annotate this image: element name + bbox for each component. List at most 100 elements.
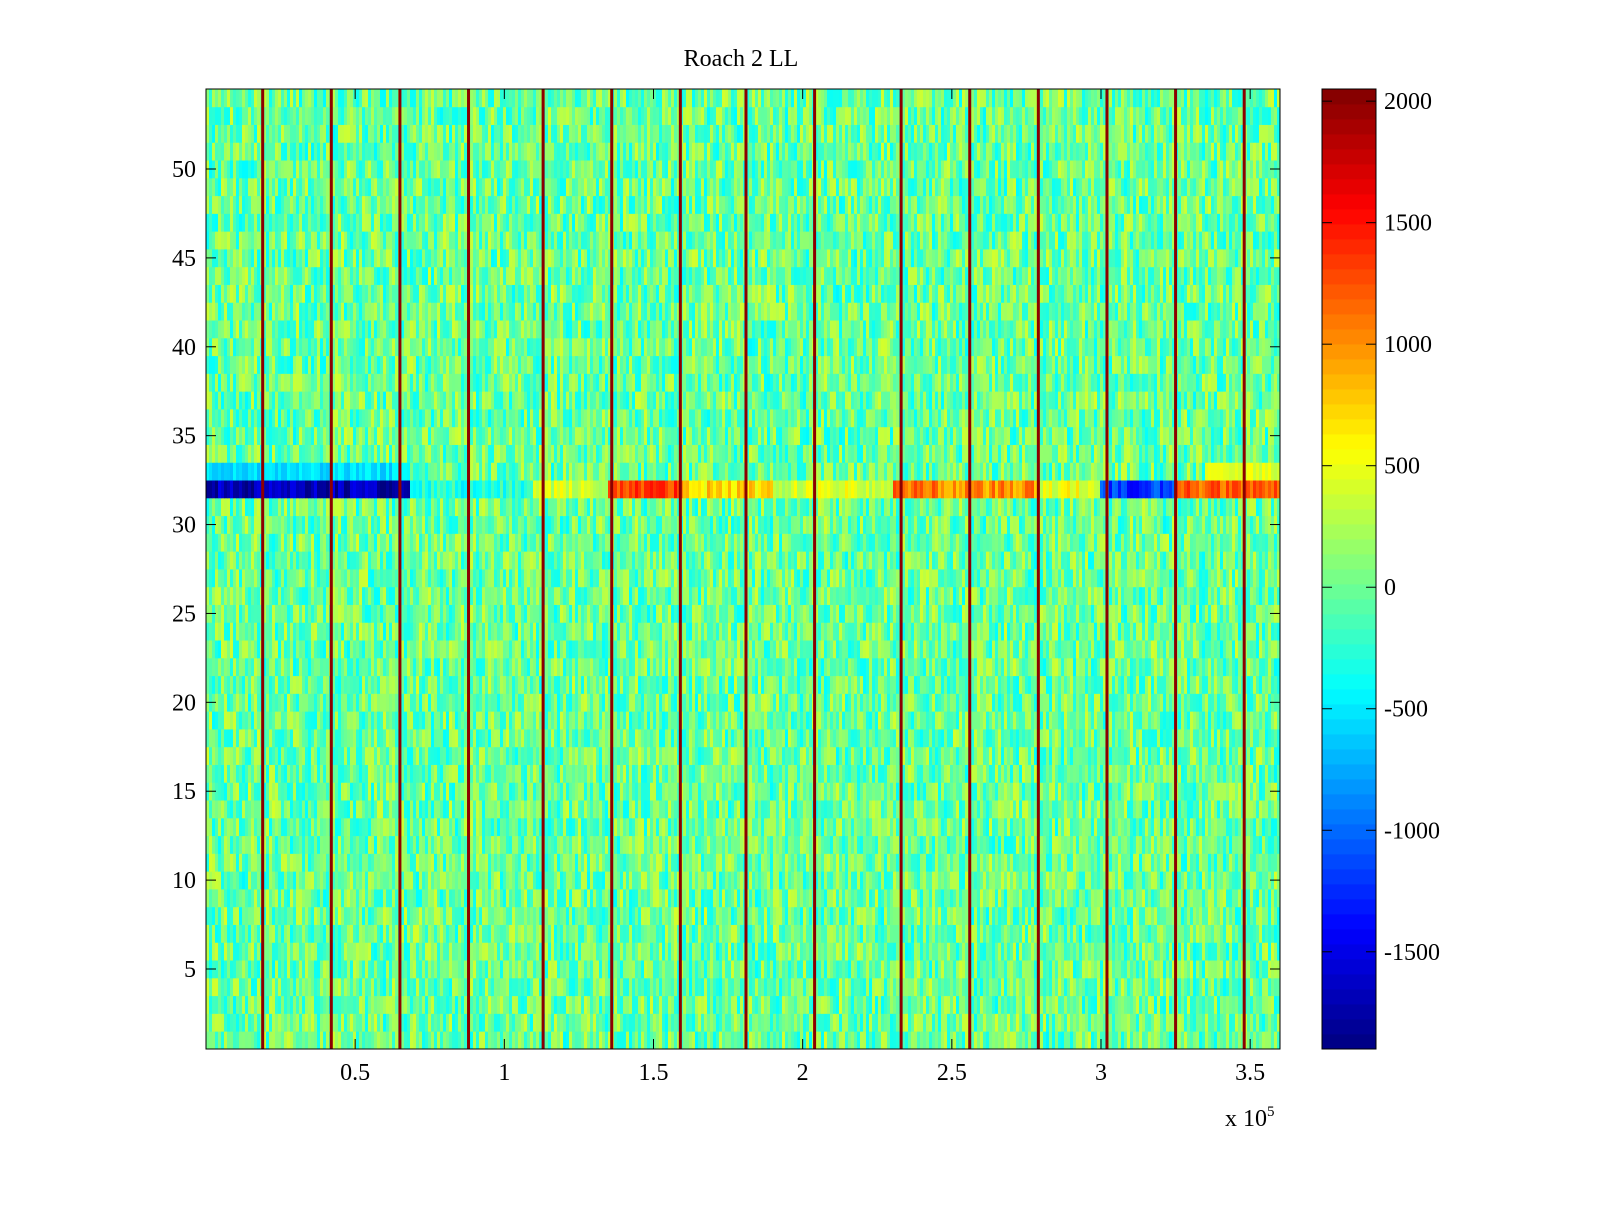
heatmap-cell — [599, 800, 603, 819]
heatmap-cell — [563, 977, 567, 997]
heatmap-cell — [785, 800, 789, 819]
heatmap-cell — [1112, 960, 1116, 979]
heatmap-cell — [350, 871, 354, 890]
heatmap-cell — [284, 889, 288, 908]
heatmap-cell — [1109, 871, 1113, 890]
heatmap-cell — [1127, 871, 1131, 890]
heatmap-cell — [614, 871, 618, 890]
heatmap-cell — [842, 1031, 846, 1050]
heatmap-cell — [1100, 960, 1104, 979]
heatmap-cell — [749, 1013, 753, 1032]
heatmap-cell — [1268, 835, 1272, 854]
heatmap-cell — [845, 800, 849, 819]
heatmap-cell — [602, 924, 606, 943]
heatmap-cell — [926, 906, 930, 925]
heatmap-cell — [1214, 906, 1218, 925]
heatmap-cell — [1004, 942, 1008, 961]
heatmap-cell — [521, 871, 525, 890]
heatmap-cell — [1004, 889, 1008, 908]
heatmap-cell — [356, 924, 360, 943]
heatmap-cell — [242, 977, 246, 997]
heatmap-cell — [1118, 960, 1122, 979]
heatmap-cell — [1025, 817, 1029, 837]
heatmap-cell — [236, 942, 240, 961]
heatmap-cell — [386, 817, 390, 837]
heatmap-cell — [1052, 1031, 1056, 1050]
heatmap-cell — [512, 800, 516, 819]
heatmap-cell — [839, 977, 843, 997]
heatmap-cell — [479, 889, 483, 908]
heatmap-cell — [1169, 906, 1173, 925]
heatmap-cell — [389, 906, 393, 925]
heatmap-cell — [614, 800, 618, 819]
heatmap-cell — [581, 1013, 585, 1032]
heatmap-cell — [692, 817, 696, 837]
heatmap-cell — [941, 817, 945, 837]
heatmap-cell — [776, 960, 780, 979]
heatmap-cell — [944, 995, 948, 1014]
heatmap-cell — [689, 889, 693, 908]
heatmap-cell — [386, 1031, 390, 1050]
heatmap-cell — [932, 871, 936, 890]
heatmap-cell — [956, 800, 960, 819]
heatmap-cell — [1190, 853, 1194, 872]
heatmap-cell — [1232, 835, 1236, 854]
heatmap-cell — [854, 906, 858, 925]
heatmap-cell — [500, 800, 504, 819]
heatmap-cell — [956, 960, 960, 979]
heatmap-cell — [998, 853, 1002, 872]
heatmap-cell — [989, 995, 993, 1014]
heatmap-cell — [383, 977, 387, 997]
heatmap-cell — [1223, 924, 1227, 943]
heatmap-cell — [590, 924, 594, 943]
heatmap-cell — [263, 1013, 267, 1032]
heatmap-cell — [641, 1013, 645, 1032]
heatmap-cell — [938, 817, 942, 837]
heatmap-cell — [1154, 995, 1158, 1014]
heatmap-cell — [1139, 853, 1143, 872]
heatmap-cell — [1082, 924, 1086, 943]
heatmap-cell — [257, 942, 261, 961]
heatmap-cell — [620, 924, 624, 943]
heatmap-cell — [635, 977, 639, 997]
heatmap-cell — [800, 977, 804, 997]
heatmap-cell — [245, 924, 249, 943]
heatmap-cell — [1232, 995, 1236, 1014]
heatmap-cell — [1211, 924, 1215, 943]
heatmap-cell — [419, 853, 423, 872]
heatmap-cell — [365, 1013, 369, 1032]
heatmap-cell — [569, 871, 573, 890]
heatmap-cell — [1193, 995, 1197, 1014]
heatmap-cell — [1151, 800, 1155, 819]
heatmap-cell — [1103, 889, 1107, 908]
heatmap-cell — [332, 942, 336, 961]
heatmap-cell — [788, 906, 792, 925]
heatmap-cell — [338, 1013, 342, 1032]
heatmap-cell — [392, 835, 396, 854]
heatmap-cell — [425, 871, 429, 890]
heatmap-cell — [509, 835, 513, 854]
heatmap-cell — [587, 853, 591, 872]
heatmap-cell — [986, 924, 990, 943]
heatmap-cell — [845, 1013, 849, 1032]
heatmap-cell — [1082, 995, 1086, 1014]
heatmap-cell — [647, 889, 651, 908]
heatmap-cell — [1043, 942, 1047, 961]
heatmap-cell — [1028, 853, 1032, 872]
heatmap-cell — [209, 942, 213, 961]
heatmap-cell — [761, 835, 765, 854]
heatmap-cells — [206, 89, 1281, 1050]
heatmap-cell — [266, 1031, 270, 1050]
heatmap-cell — [1142, 1013, 1146, 1032]
heatmap-cell — [539, 1013, 543, 1032]
heatmap-cell — [560, 1031, 564, 1050]
heatmap-cell — [1118, 906, 1122, 925]
heatmap-cell — [452, 889, 456, 908]
heatmap-cell — [584, 817, 588, 837]
heatmap-cell — [842, 977, 846, 997]
heatmap-cell — [296, 853, 300, 872]
heatmap-cell — [1076, 817, 1080, 837]
heatmap-cell — [593, 977, 597, 997]
heatmap-cell — [479, 835, 483, 854]
heatmap-cell — [623, 800, 627, 819]
